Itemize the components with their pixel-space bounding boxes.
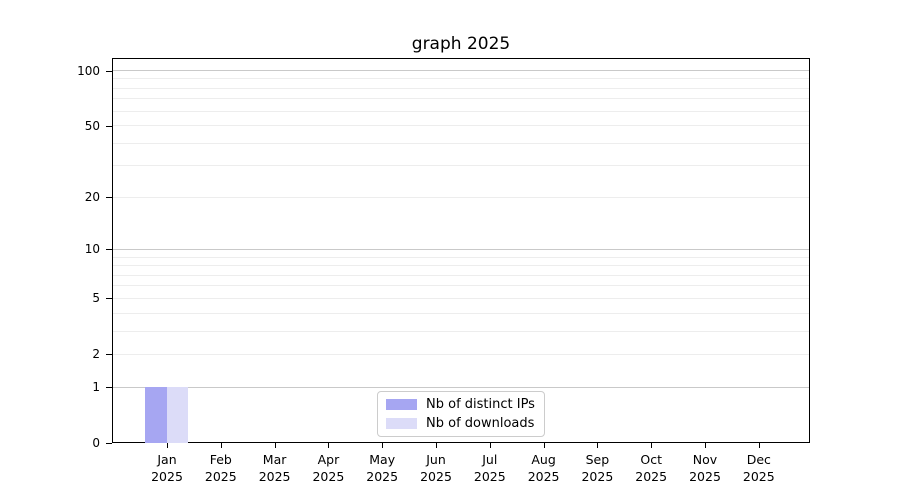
x-tick-label: Mar 2025 xyxy=(258,452,291,484)
x-tick-label: Jan 2025 xyxy=(151,452,183,484)
legend-entry-distinct-ips: Nb of distinct IPs xyxy=(386,397,536,412)
legend-swatch-distinct-ips xyxy=(386,399,417,411)
y-gridline-minor xyxy=(113,297,809,299)
y-tick-mark xyxy=(106,298,112,300)
y-gridline-minor xyxy=(113,87,809,89)
y-gridline-minor xyxy=(113,256,809,258)
x-tick-label: Jun 2025 xyxy=(420,452,452,484)
y-gridline-minor xyxy=(113,110,809,112)
y-tick-label: 20 xyxy=(84,190,100,205)
y-tick-mark xyxy=(106,197,112,199)
x-tick-mark xyxy=(758,443,760,448)
y-gridline-minor xyxy=(113,274,809,276)
x-tick-label: Oct 2025 xyxy=(635,452,668,484)
y-gridline-minor xyxy=(113,142,809,144)
y-tick-label: 5 xyxy=(92,291,100,306)
y-gridline-minor xyxy=(113,285,809,287)
y-gridline-minor xyxy=(113,265,809,267)
y-tick-mark xyxy=(106,249,112,251)
x-tick-mark xyxy=(705,443,706,448)
y-gridline-minor xyxy=(113,353,809,355)
y-gridline-minor xyxy=(113,78,809,80)
x-tick-label: Nov 2025 xyxy=(689,452,721,484)
y-tick-label: 0 xyxy=(92,436,100,450)
y-tick-label: 100 xyxy=(77,63,100,78)
x-tick-mark xyxy=(382,443,384,448)
y-tick-mark xyxy=(106,70,112,72)
x-tick-mark xyxy=(436,443,437,448)
y-tick-mark xyxy=(106,125,112,127)
x-tick-label: Aug 2025 xyxy=(527,452,560,484)
y-gridline-major xyxy=(113,386,809,388)
x-tick-label: Sep 2025 xyxy=(581,452,614,484)
legend-entry-downloads: Nb of downloads xyxy=(386,416,536,431)
chart-title: graph 2025 xyxy=(411,34,511,54)
y-gridline-major xyxy=(113,248,809,250)
legend-label-distinct-ips: Nb of distinct IPs xyxy=(426,397,535,413)
x-tick-mark xyxy=(489,443,491,448)
y-tick-label: 2 xyxy=(92,347,100,362)
legend-swatch-downloads xyxy=(386,417,417,429)
x-tick-label: Apr 2025 xyxy=(312,452,345,484)
y-tick-label: 1 xyxy=(92,380,100,395)
y-gridline-minor xyxy=(113,312,809,314)
x-tick-label: Dec 2025 xyxy=(742,452,775,484)
y-tick-mark xyxy=(106,354,112,356)
x-tick-mark xyxy=(651,443,653,448)
y-gridline-minor xyxy=(113,125,809,127)
x-tick-mark xyxy=(597,443,599,448)
x-tick-mark xyxy=(328,443,330,448)
x-tick-mark xyxy=(274,443,276,448)
y-tick-mark xyxy=(106,443,112,444)
x-tick-mark xyxy=(543,443,545,448)
x-tick-label: Jul 2025 xyxy=(473,452,506,484)
y-gridline-minor xyxy=(113,330,809,332)
x-tick-label: Feb 2025 xyxy=(204,452,237,484)
x-tick-mark xyxy=(167,443,168,448)
y-tick-mark xyxy=(106,387,112,389)
y-tick-label: 50 xyxy=(84,118,100,133)
y-gridline-major xyxy=(113,70,809,72)
y-gridline-minor xyxy=(113,196,809,198)
bar-distinct-ips xyxy=(145,387,167,443)
legend-label-downloads: Nb of downloads xyxy=(426,415,535,431)
y-gridline-minor xyxy=(113,165,809,167)
y-tick-label: 10 xyxy=(84,242,100,257)
y-gridline-minor xyxy=(113,98,809,100)
x-tick-mark xyxy=(220,443,222,448)
plot-area xyxy=(112,58,810,443)
bar-downloads xyxy=(167,387,188,443)
legend: Nb of distinct IPs Nb of downloads xyxy=(377,391,545,437)
x-tick-label: May 2025 xyxy=(366,452,399,484)
